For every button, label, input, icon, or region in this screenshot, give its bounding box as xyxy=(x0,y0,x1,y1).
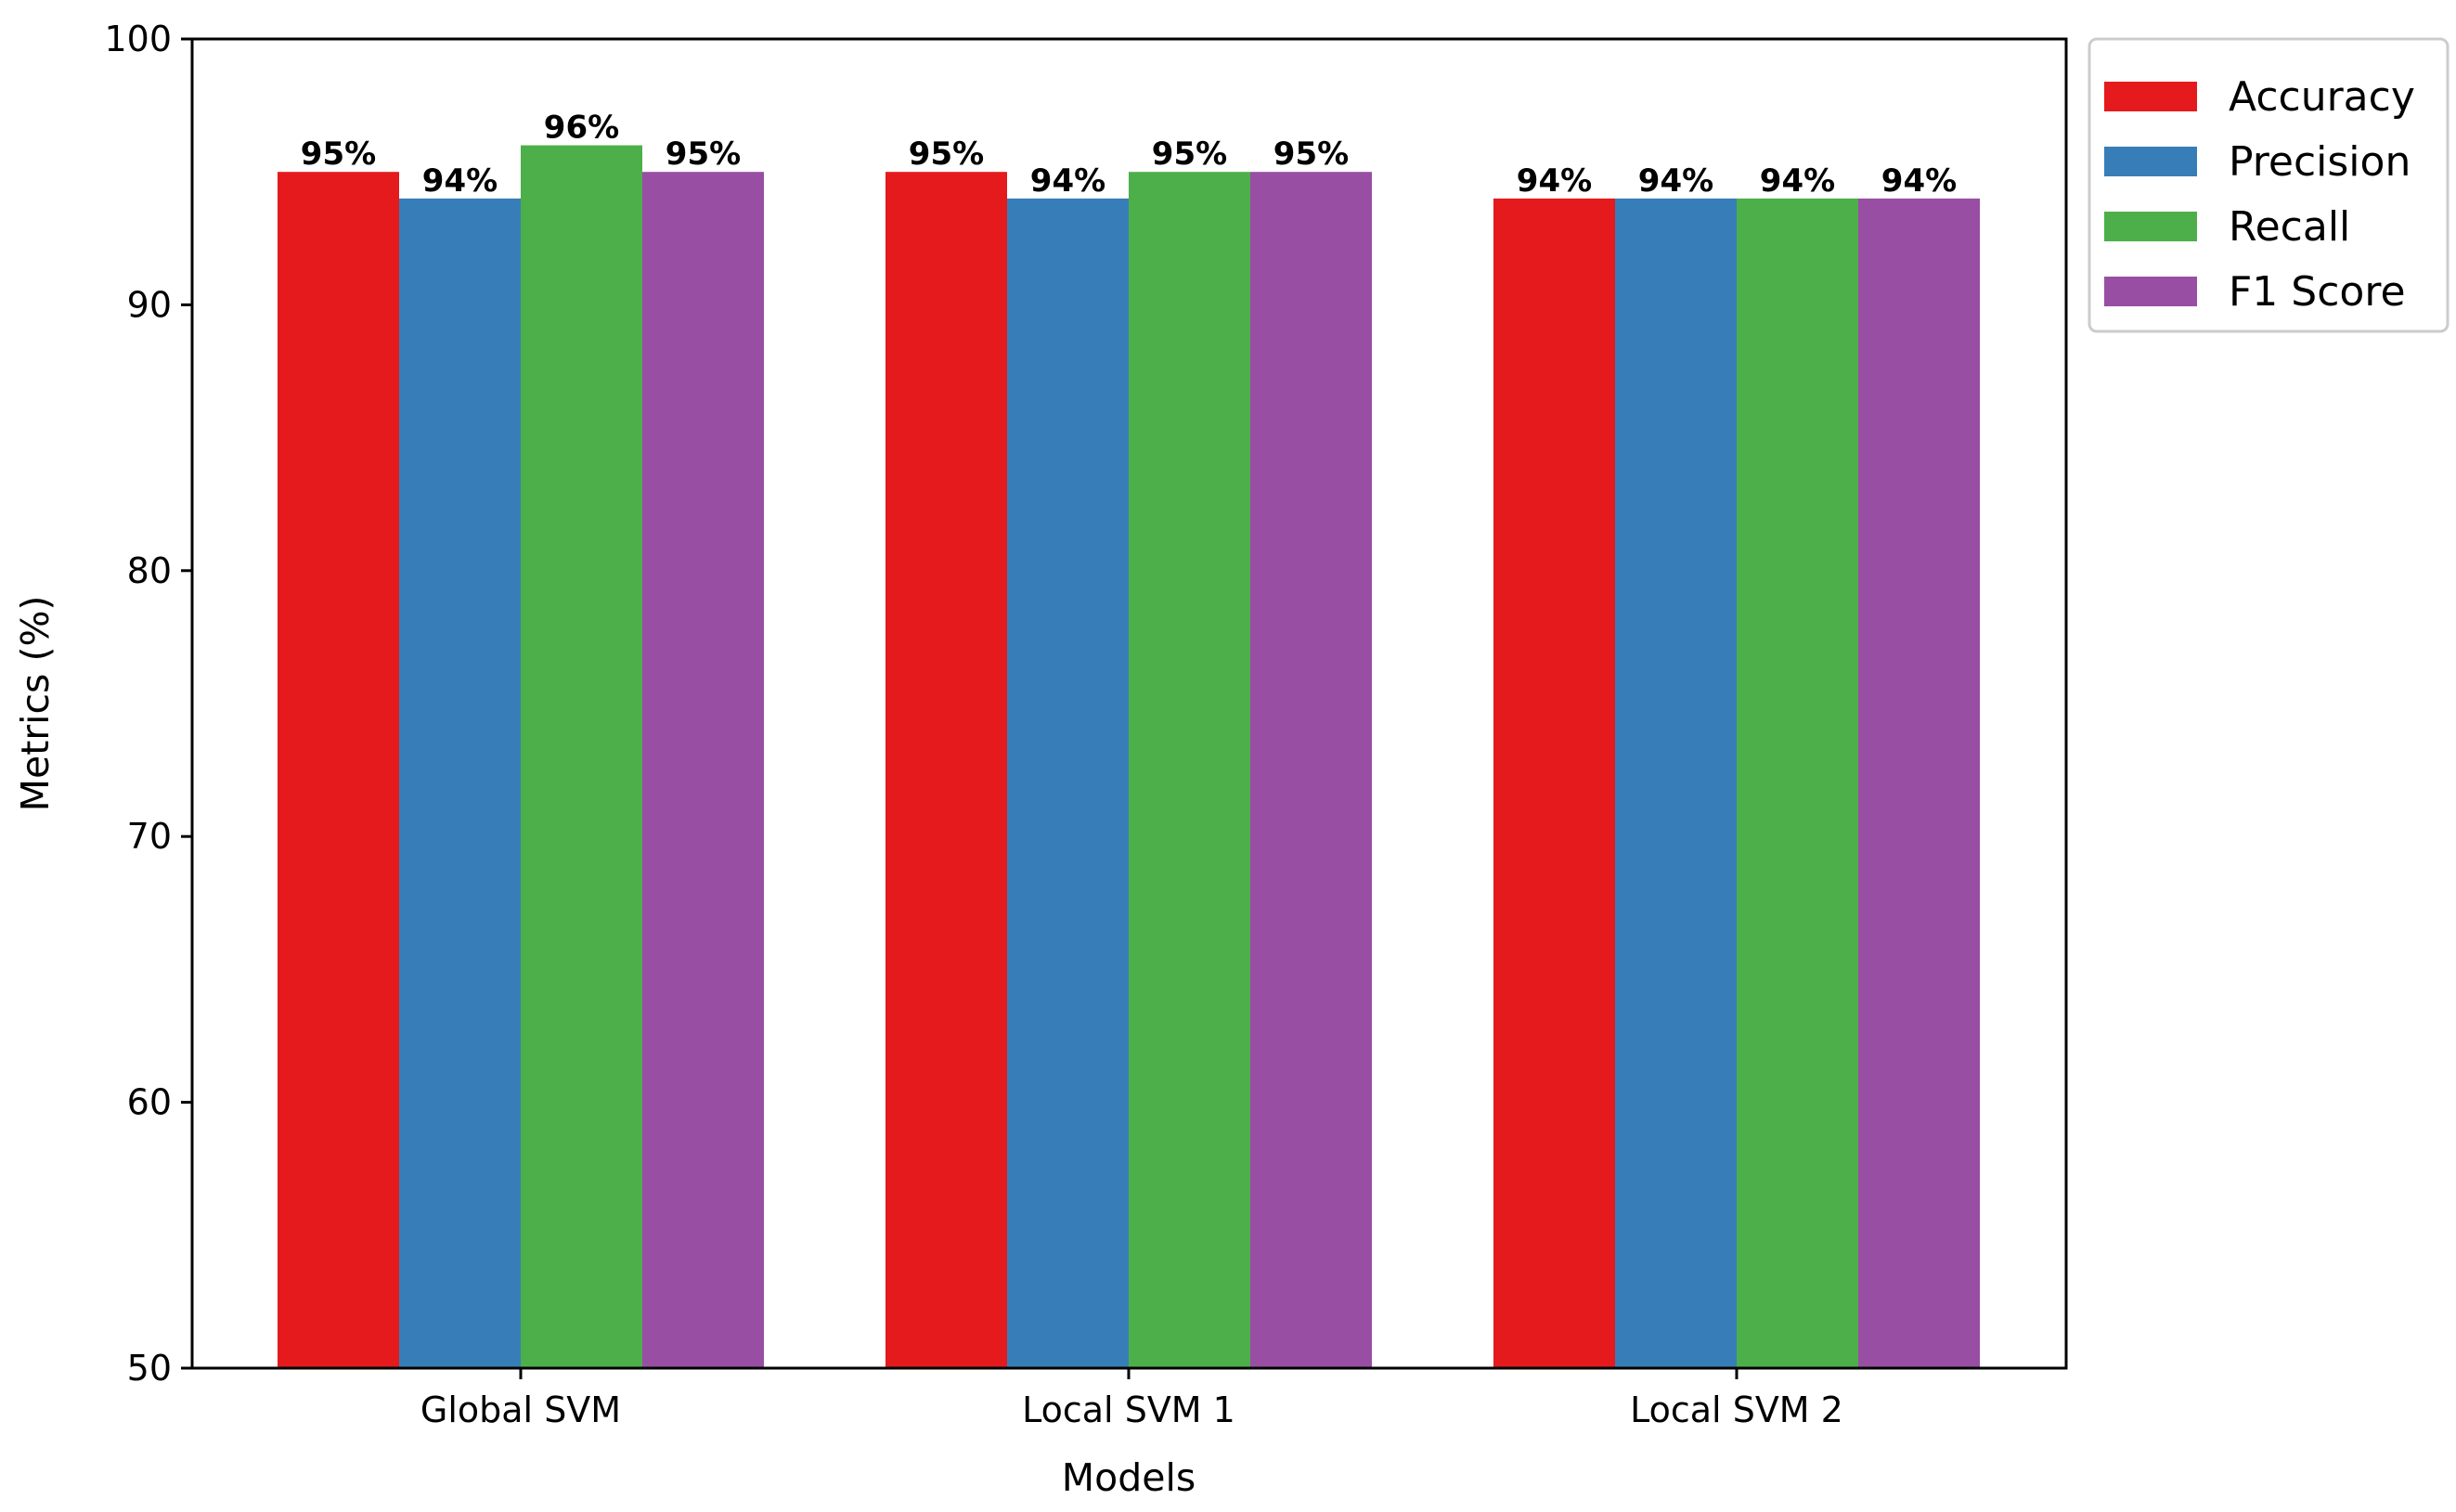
legend-frame xyxy=(2088,37,2450,333)
x-tick-label-global-svm: Global SVM xyxy=(420,1389,621,1430)
y-tick-label: 70 xyxy=(127,816,172,857)
data-label-recall-local-svm-1: 95% xyxy=(1152,136,1227,173)
y-axis: 50 60 70 80 90 100 xyxy=(104,19,192,1389)
legend: Accuracy Precision Recall F1 Score xyxy=(2088,37,2450,333)
y-tick-label: 90 xyxy=(127,284,172,325)
y-tick-label: 100 xyxy=(104,19,172,59)
bar-precision-global-svm xyxy=(399,198,521,1369)
bar-accuracy-local-svm-2 xyxy=(1493,198,1615,1369)
bar-f1-score-local-svm-1 xyxy=(1250,172,1372,1369)
legend-label-precision: Precision xyxy=(2229,138,2411,186)
bar-accuracy-global-svm xyxy=(278,172,399,1369)
legend-swatch-precision xyxy=(2104,147,2197,176)
data-label-precision-local-svm-1: 94% xyxy=(1030,162,1105,200)
data-label-recall-global-svm: 96% xyxy=(544,110,619,147)
bar-recall-local-svm-2 xyxy=(1737,198,1858,1369)
x-tick-label-local-svm-2: Local SVM 2 xyxy=(1630,1389,1843,1430)
data-label-accuracy-local-svm-1: 95% xyxy=(909,136,984,173)
legend-swatch-recall xyxy=(2104,212,2197,241)
bar-accuracy-local-svm-1 xyxy=(885,172,1007,1369)
bars-layer xyxy=(278,145,1980,1369)
data-label-f1-score-local-svm-1: 95% xyxy=(1273,136,1349,173)
legend-items: Accuracy Precision Recall F1 Score xyxy=(2104,73,2415,316)
y-tick-label: 50 xyxy=(127,1348,172,1389)
bar-f1-score-global-svm xyxy=(642,172,764,1369)
data-label-precision-global-svm: 94% xyxy=(422,162,498,200)
data-label-accuracy-local-svm-2: 94% xyxy=(1517,162,1592,200)
legend-label-accuracy: Accuracy xyxy=(2229,73,2415,121)
data-label-accuracy-global-svm: 95% xyxy=(301,136,376,173)
bar-precision-local-svm-1 xyxy=(1007,198,1129,1369)
y-tick-label: 60 xyxy=(127,1082,172,1123)
data-label-f1-score-global-svm: 95% xyxy=(666,136,741,173)
data-label-recall-local-svm-2: 94% xyxy=(1760,162,1835,200)
legend-label-f1-score: F1 Score xyxy=(2229,268,2406,316)
legend-swatch-accuracy xyxy=(2104,82,2197,111)
legend-swatch-f1-score xyxy=(2104,277,2197,306)
bar-precision-local-svm-2 xyxy=(1615,198,1737,1369)
data-labels-layer: 95% 94% 96% 95% 95% 94% 95% 95% 94% 94% 94% 94% xyxy=(301,110,1957,200)
data-label-f1-score-local-svm-2: 94% xyxy=(1881,162,1957,200)
legend-label-recall: Recall xyxy=(2229,203,2350,251)
bar-f1-score-local-svm-2 xyxy=(1858,198,1980,1369)
bar-recall-global-svm xyxy=(521,145,642,1368)
y-tick-label: 80 xyxy=(127,550,172,591)
y-axis-title: Metrics (%) xyxy=(13,596,58,812)
x-axis-title: Models xyxy=(1062,1455,1196,1500)
x-axis: Global SVM Local SVM 1 Local SVM 2 xyxy=(420,1368,1843,1430)
bar-recall-local-svm-1 xyxy=(1129,172,1250,1369)
data-label-precision-local-svm-2: 94% xyxy=(1638,162,1713,200)
x-tick-label-local-svm-1: Local SVM 1 xyxy=(1022,1389,1235,1430)
